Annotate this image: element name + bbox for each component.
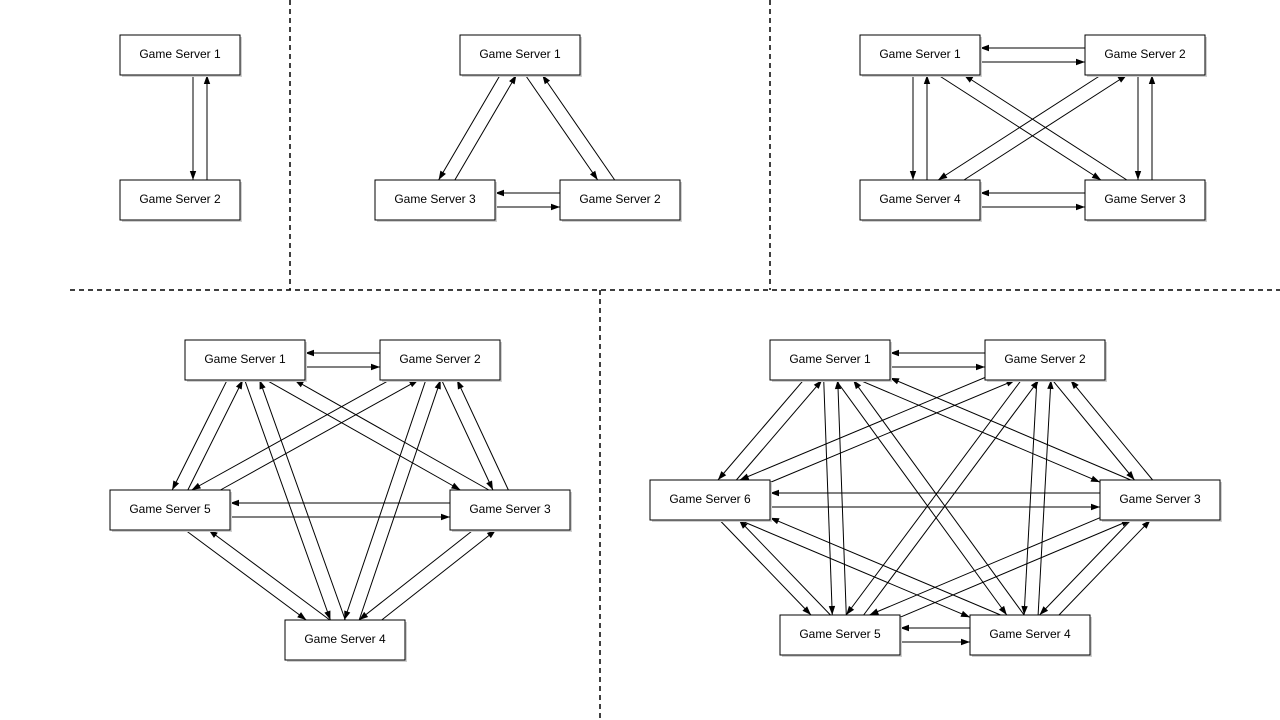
node-label-D4: Game Server 4 [304, 632, 386, 646]
nodes-k6: Game Server 1 Game Server 2 Game Server 3 G… [650, 340, 1222, 657]
node-label-E1: Game Server 1 [789, 352, 871, 366]
node-label-D1: Game Server 1 [204, 352, 286, 366]
nodes-k4: Game Server 1 Game Server 2 Game Server 3 G… [860, 35, 1207, 222]
nodes-k5: Game Server 1 Game Server 2 Game Server 3 G… [110, 340, 572, 662]
node-label-B1: Game Server 1 [479, 47, 561, 61]
node-label-D5: Game Server 5 [129, 502, 211, 516]
diagram-canvas: Game Server 1Game Server 2Game Server 1G… [0, 0, 1280, 720]
nodes-k3: Game Server 1 Game Server 2 Game Server 3 [375, 35, 682, 222]
edges-k6 [718, 350, 1153, 645]
node-label-C3: Game Server 3 [1104, 192, 1186, 206]
nodes-k2: Game Server 1 Game Server 2 [120, 35, 242, 222]
node-label-E4: Game Server 4 [989, 627, 1071, 641]
edges-k5 [172, 350, 508, 620]
node-label-B2: Game Server 2 [579, 192, 661, 206]
node-label-A2: Game Server 2 [139, 192, 221, 206]
node-label-A1: Game Server 1 [139, 47, 221, 61]
node-label-E2: Game Server 2 [1004, 352, 1086, 366]
panel-k6: Game Server 1 Game Server 2 Game Server 3 G… [650, 340, 1222, 657]
node-label-B3: Game Server 3 [394, 192, 476, 206]
node-label-C4: Game Server 4 [879, 192, 961, 206]
node-label-D2: Game Server 2 [399, 352, 481, 366]
node-label-C2: Game Server 2 [1104, 47, 1186, 61]
panel-k5: Game Server 1 Game Server 2 Game Server 3 G… [110, 340, 572, 662]
node-label-E6: Game Server 6 [669, 492, 751, 506]
node-label-D3: Game Server 3 [469, 502, 551, 516]
edges-k2 [190, 75, 210, 180]
node-label-E5: Game Server 5 [799, 627, 881, 641]
panel-k4: Game Server 1 Game Server 2 Game Server 3 G… [860, 35, 1207, 222]
node-label-E3: Game Server 3 [1119, 492, 1201, 506]
panel-k2: Game Server 1 Game Server 2 [120, 35, 242, 222]
panel-k3: Game Server 1 Game Server 2 Game Server 3 [375, 35, 682, 222]
node-label-C1: Game Server 1 [879, 47, 961, 61]
